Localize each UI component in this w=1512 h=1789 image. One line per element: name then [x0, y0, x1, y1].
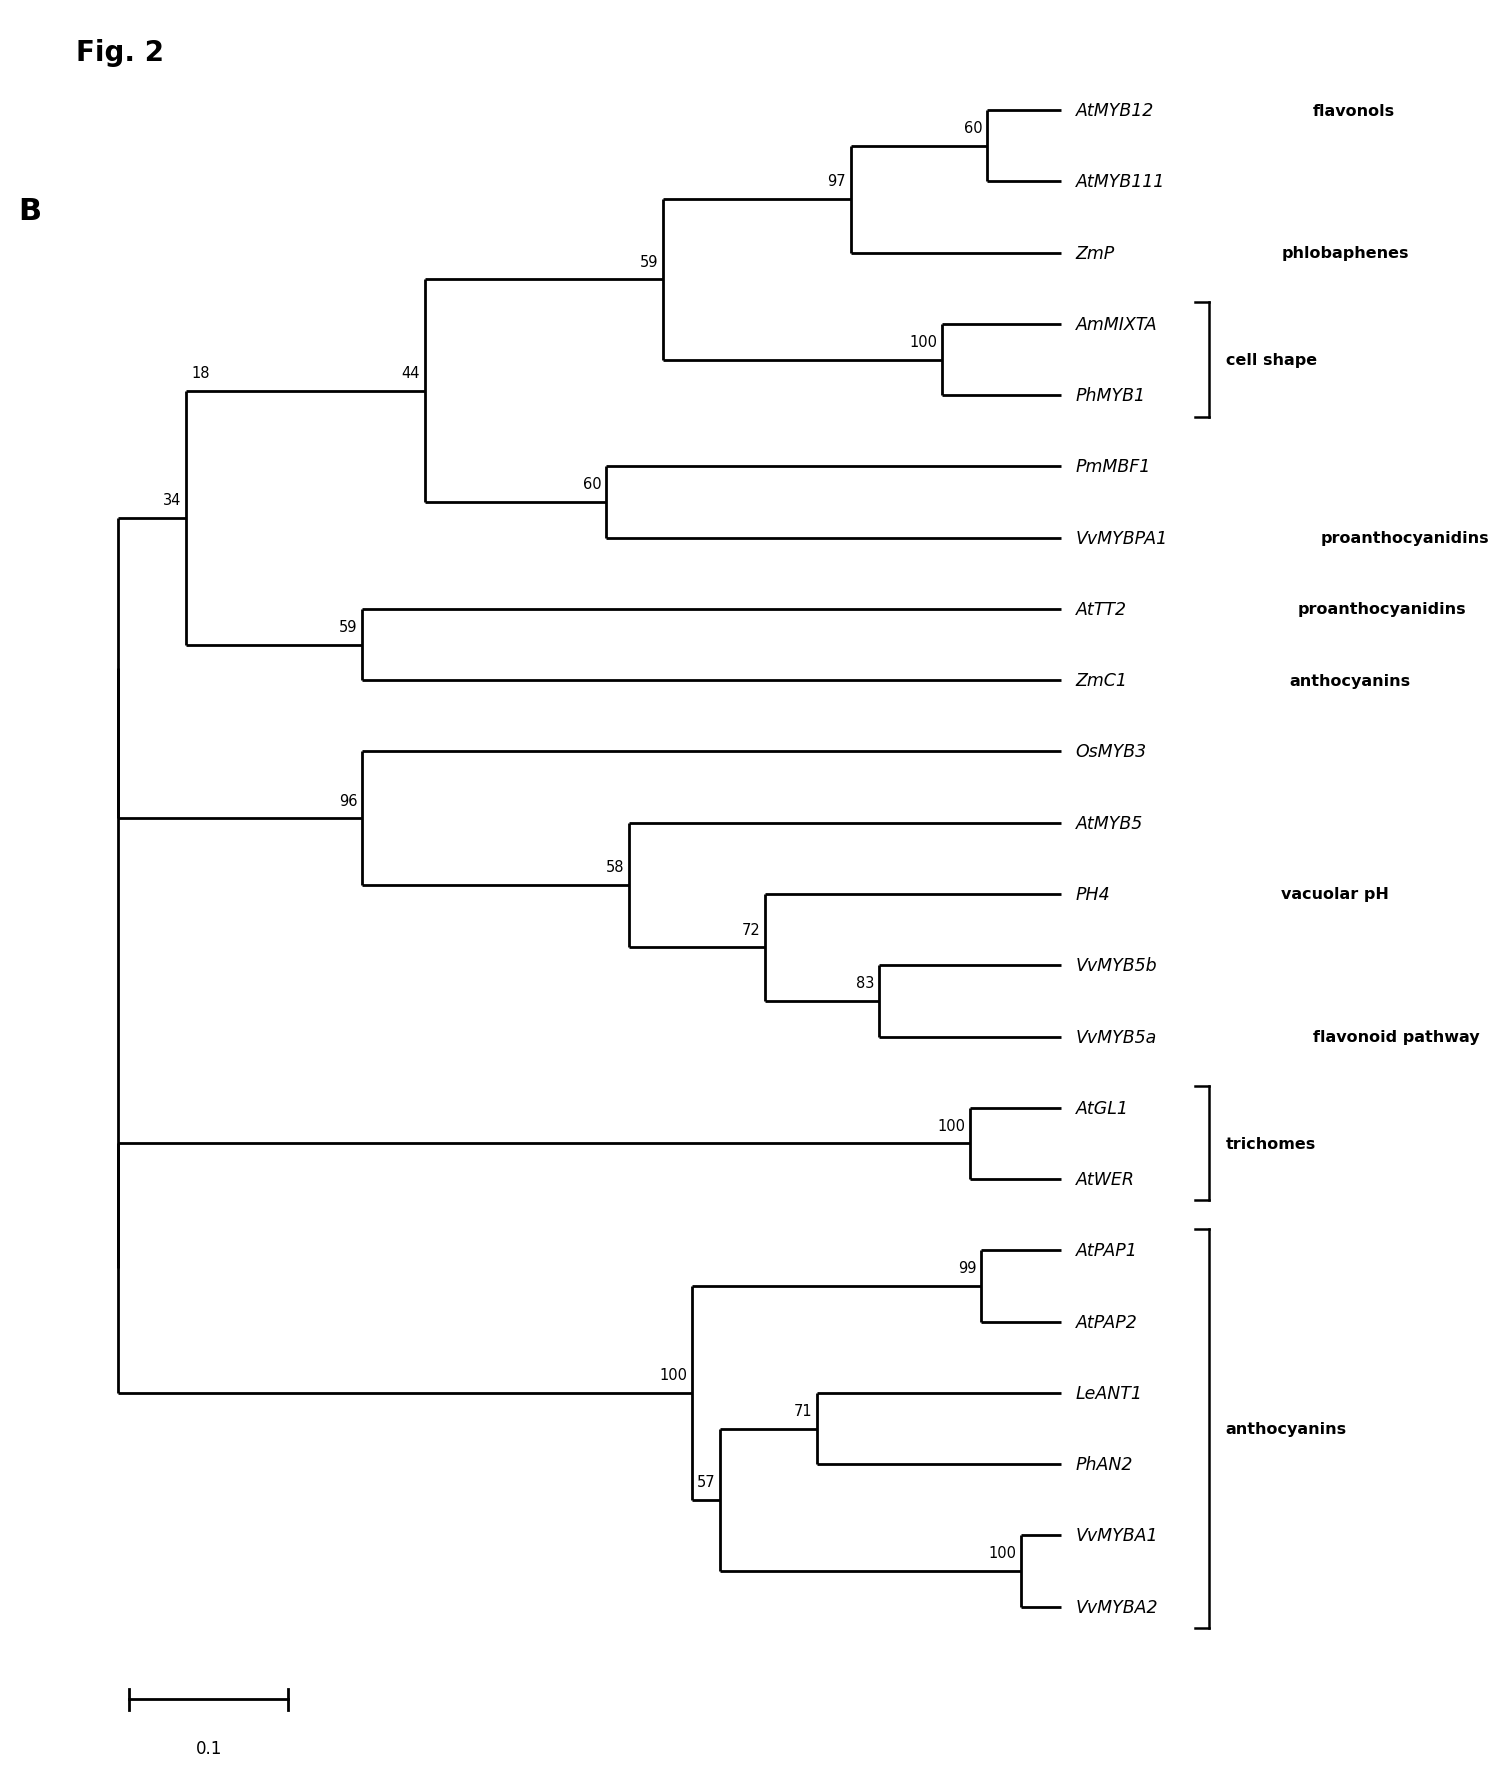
- Text: 99: 99: [959, 1261, 977, 1276]
- Text: anthocyanins: anthocyanins: [1226, 1420, 1347, 1437]
- Text: 44: 44: [402, 365, 420, 381]
- Text: 0.1: 0.1: [195, 1739, 222, 1757]
- Text: proanthocyanidins: proanthocyanidins: [1321, 531, 1489, 546]
- Text: PhMYB1: PhMYB1: [1075, 386, 1146, 404]
- Text: 34: 34: [163, 492, 181, 508]
- Text: flavonols: flavonols: [1312, 104, 1396, 118]
- Text: 100: 100: [937, 1118, 966, 1132]
- Text: 60: 60: [584, 478, 602, 492]
- Text: Fig. 2: Fig. 2: [76, 39, 163, 68]
- Text: proanthocyanidins: proanthocyanidins: [1297, 603, 1465, 617]
- Text: AtWER: AtWER: [1075, 1170, 1134, 1188]
- Text: LeANT1: LeANT1: [1075, 1385, 1143, 1403]
- Text: 100: 100: [909, 335, 937, 349]
- Text: vacuolar pH: vacuolar pH: [1281, 887, 1390, 902]
- Text: 60: 60: [963, 122, 983, 136]
- Text: OsMYB3: OsMYB3: [1075, 742, 1146, 760]
- Text: VvMYBA2: VvMYBA2: [1075, 1598, 1158, 1615]
- Text: cell shape: cell shape: [1226, 352, 1317, 369]
- Text: AtTT2: AtTT2: [1075, 601, 1126, 619]
- Text: 59: 59: [640, 254, 659, 270]
- Text: 18: 18: [192, 365, 210, 381]
- Text: AtMYB12: AtMYB12: [1075, 102, 1154, 120]
- Text: flavonoid pathway: flavonoid pathway: [1312, 1029, 1480, 1045]
- Text: ZmP: ZmP: [1075, 245, 1114, 263]
- Text: AtGL1: AtGL1: [1075, 1098, 1128, 1116]
- Text: PH4: PH4: [1075, 886, 1110, 903]
- Text: AtMYB5: AtMYB5: [1075, 814, 1143, 832]
- Text: trichomes: trichomes: [1226, 1136, 1315, 1152]
- Text: PmMBF1: PmMBF1: [1075, 458, 1151, 476]
- Text: anthocyanins: anthocyanins: [1290, 673, 1411, 689]
- Text: AtMYB111: AtMYB111: [1075, 174, 1164, 191]
- Text: 59: 59: [339, 619, 357, 635]
- Text: AtPAP2: AtPAP2: [1075, 1313, 1137, 1331]
- Text: 96: 96: [339, 793, 357, 809]
- Text: VvMYBA1: VvMYBA1: [1075, 1526, 1158, 1544]
- Text: B: B: [18, 197, 41, 225]
- Text: 97: 97: [827, 174, 847, 190]
- Text: VvMYB5b: VvMYB5b: [1075, 957, 1157, 975]
- Text: VvMYBPA1: VvMYBPA1: [1075, 530, 1167, 547]
- Text: 58: 58: [606, 861, 624, 875]
- Text: PhAN2: PhAN2: [1075, 1454, 1132, 1474]
- Text: VvMYB5a: VvMYB5a: [1075, 1029, 1157, 1047]
- Text: AmMIXTA: AmMIXTA: [1075, 315, 1157, 335]
- Text: 100: 100: [989, 1546, 1016, 1560]
- Text: 72: 72: [742, 923, 761, 937]
- Text: 83: 83: [856, 975, 874, 991]
- Text: 100: 100: [659, 1367, 686, 1383]
- Text: 57: 57: [697, 1474, 715, 1488]
- Text: AtPAP1: AtPAP1: [1075, 1242, 1137, 1259]
- Text: ZmC1: ZmC1: [1075, 673, 1128, 691]
- Text: phlobaphenes: phlobaphenes: [1281, 245, 1409, 261]
- Text: 71: 71: [794, 1403, 812, 1419]
